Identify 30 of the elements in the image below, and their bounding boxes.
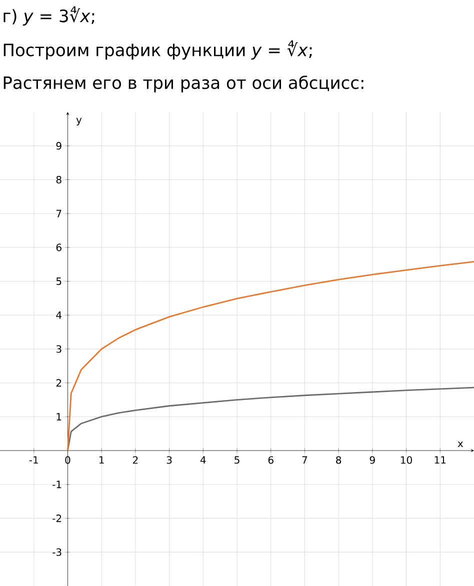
x-tick-label: 5 xyxy=(234,456,240,464)
y-tick-label: -3 xyxy=(52,548,62,556)
y-tick-label: 7 xyxy=(56,210,62,218)
y-tick-label: 5 xyxy=(56,278,62,285)
y-tick-label: -1 xyxy=(52,480,62,488)
y-tick-label: 4 xyxy=(56,311,62,319)
x-tick-label: 10 xyxy=(401,456,412,464)
x-tick-label: 8 xyxy=(336,456,342,464)
x-tick-label: 2 xyxy=(132,456,138,464)
x-tick-label: 6 xyxy=(268,456,274,464)
x-tick-label: -1 xyxy=(29,456,38,464)
x-tick-label: 9 xyxy=(370,456,375,464)
x-tick-label: 3 xyxy=(166,456,172,464)
y-tick-label: 9 xyxy=(56,142,62,150)
chart-subtitle: Построим график функции y = ∜x; xyxy=(4,40,312,60)
y-tick-label: 2 xyxy=(56,379,62,387)
y-tick-label: 8 xyxy=(56,176,62,184)
line-series xyxy=(67,260,474,452)
x-tick-label: 4 xyxy=(200,456,206,464)
x-tick-label: 7 xyxy=(302,456,308,464)
y-tick-label: 3 xyxy=(56,345,62,353)
x-tick-label: 11 xyxy=(434,456,446,464)
text: Растянем его в три раза от оси абсцисс: xyxy=(4,76,364,92)
y-axis-title: y xyxy=(76,118,82,126)
x-tick-label: 1 xyxy=(99,456,104,464)
chart-title: г) y = 3∜x; xyxy=(4,6,94,26)
x-axis-title: x xyxy=(458,442,464,448)
y-tick-label: -2 xyxy=(52,514,62,522)
y-tick-label: 1 xyxy=(56,413,62,420)
y-tick-label: 6 xyxy=(56,244,62,252)
